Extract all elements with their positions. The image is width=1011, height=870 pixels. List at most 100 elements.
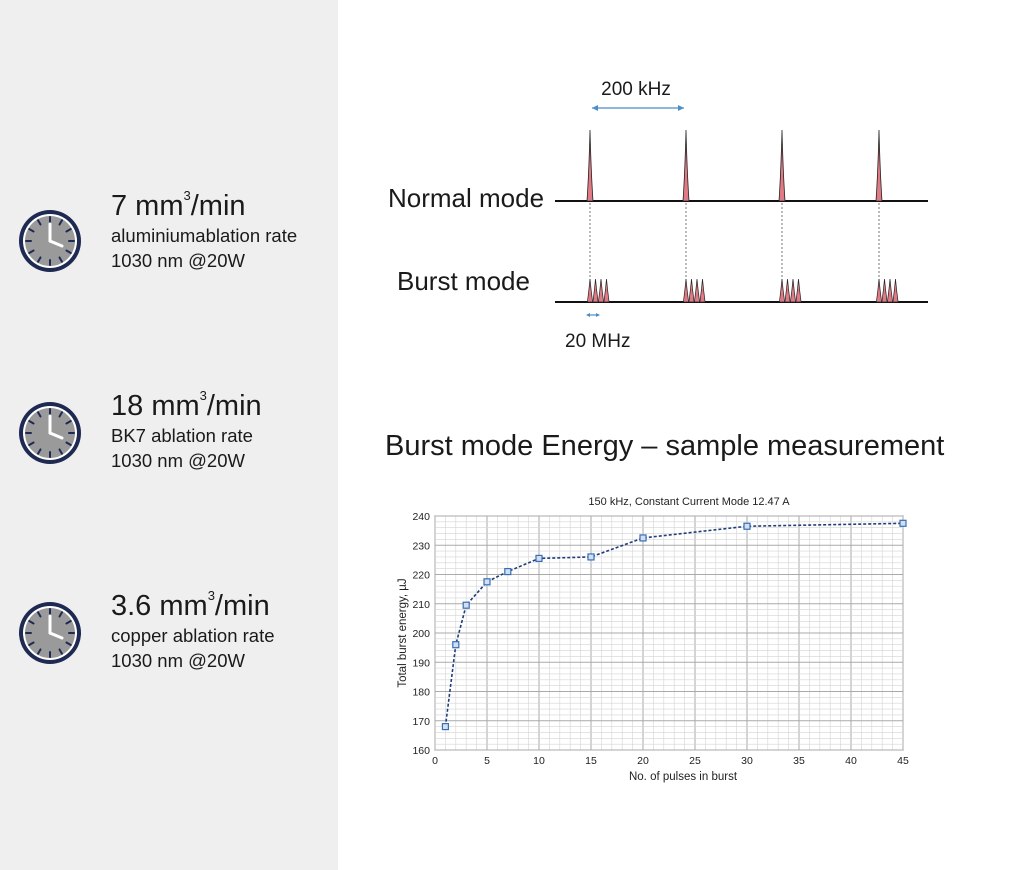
burst-pulse xyxy=(592,278,599,303)
arrow-head-right xyxy=(596,313,600,317)
burst-pulse xyxy=(598,278,604,303)
data-point xyxy=(587,553,595,561)
freq-label-top: 200 kHz xyxy=(601,79,671,100)
data-point xyxy=(504,567,512,576)
burst-pulse xyxy=(779,278,785,303)
y-tick-label: 200 xyxy=(412,628,430,640)
data-point xyxy=(743,522,751,530)
stat-copper: 3.6 mm3/min copper ablation rate 1030 nm… xyxy=(0,588,338,690)
x-axis-label: No. of pulses in burst xyxy=(629,771,738,783)
stat-description: aluminiumablation rate xyxy=(111,225,298,246)
burst-pulse xyxy=(688,278,695,303)
stat-aluminium: 7 mm3/min aluminiumablation rate 1030 nm… xyxy=(0,188,338,290)
y-tick-label: 160 xyxy=(412,745,430,757)
stat-value: 18 mm3/min xyxy=(111,388,262,422)
chart-svg: 150 kHz, Constant Current Mode 12.47 A 0 5… xyxy=(397,496,909,783)
left-panel: 7 mm3/min aluminiumablation rate 1030 nm… xyxy=(0,0,338,870)
x-tick-label: 35 xyxy=(793,755,805,767)
clock-tick xyxy=(65,441,72,446)
clock-tick xyxy=(58,411,63,418)
arrow-head-left xyxy=(592,105,598,111)
clock-tick xyxy=(65,641,72,646)
x-tick-label: 10 xyxy=(533,755,545,767)
pulse-diagram-svg: 200 kHz Normal mode Burst mode 20 MHz xyxy=(388,79,928,352)
stat-condition: 1030 nm @20W xyxy=(111,450,245,471)
data-point xyxy=(639,534,647,542)
clock-tick xyxy=(65,620,72,625)
burst-pulse xyxy=(795,278,802,303)
x-tick-label: 15 xyxy=(585,755,597,767)
stat-value: 7 mm3/min xyxy=(111,188,246,222)
chart-title: 150 kHz, Constant Current Mode 12.47 A xyxy=(588,496,790,508)
x-tick-label: 25 xyxy=(689,755,701,767)
clock-tick xyxy=(28,420,35,425)
y-tick-label: 180 xyxy=(412,687,430,699)
stat-description: BK7 ablation rate xyxy=(111,425,253,446)
data-point xyxy=(535,554,543,563)
burst-pulse xyxy=(887,278,893,303)
burst-pulse xyxy=(881,278,888,303)
y-tick-label: 240 xyxy=(412,511,430,523)
clock-icon xyxy=(17,600,83,666)
normal-mode-label: Normal mode xyxy=(388,183,544,213)
data-point xyxy=(452,641,460,649)
clock-hand-hour xyxy=(48,431,64,440)
x-tick-label: 45 xyxy=(897,755,909,767)
clock-tick xyxy=(58,448,63,455)
burst-pulse xyxy=(790,278,796,303)
clock-tick xyxy=(28,249,35,254)
clock-tick xyxy=(58,256,63,263)
burst-pulse xyxy=(587,278,593,303)
data-point xyxy=(441,723,450,731)
arrow-head-left xyxy=(586,313,590,317)
arrow-head-right xyxy=(678,105,684,111)
clock-tick xyxy=(37,219,42,226)
clock-tick xyxy=(37,256,42,263)
y-tick-label: 170 xyxy=(412,716,430,728)
clock-tick xyxy=(28,441,35,446)
stat-description: copper ablation rate xyxy=(111,625,275,646)
normal-pulse xyxy=(586,129,594,202)
clock-face-svg xyxy=(19,602,81,664)
burst-pulse xyxy=(603,278,610,303)
stat-condition: 1030 nm @20W xyxy=(111,250,245,271)
pulse-diagram: 200 kHz Normal mode Burst mode 20 MHz xyxy=(380,70,980,360)
x-tick-label: 30 xyxy=(741,755,753,767)
y-tick-label: 230 xyxy=(412,540,430,552)
clock-icon xyxy=(17,208,83,274)
x-tick-label: 20 xyxy=(637,755,649,767)
data-point xyxy=(462,601,470,609)
clock-tick xyxy=(65,228,72,233)
data-point xyxy=(899,519,907,527)
burst-energy-chart: 150 kHz, Constant Current Mode 12.47 A 0 5… xyxy=(380,488,920,788)
x-tick-label: 5 xyxy=(484,755,490,767)
clock-tick xyxy=(65,249,72,254)
clock-tick xyxy=(58,219,63,226)
clock-tick xyxy=(58,611,63,618)
clock-face-svg xyxy=(19,402,81,464)
y-tick-label: 190 xyxy=(412,657,430,669)
y-tick-label: 210 xyxy=(412,599,430,611)
clock-tick xyxy=(37,411,42,418)
clock-tick xyxy=(28,620,35,625)
clock-tick xyxy=(37,648,42,655)
burst-pulse xyxy=(784,278,791,303)
clock-tick xyxy=(28,641,35,646)
stat-value: 3.6 mm3/min xyxy=(111,588,270,622)
chart-heading: Burst mode Energy – sample measurement xyxy=(385,430,945,462)
clock-hand-hour xyxy=(48,239,64,248)
y-axis-label: Total burst energy, µJ xyxy=(397,578,409,687)
data-line xyxy=(444,522,904,727)
clock-face-svg xyxy=(19,210,81,272)
data-point xyxy=(483,578,491,586)
clock-tick xyxy=(28,228,35,233)
burst-pulse xyxy=(892,278,899,303)
clock-tick xyxy=(37,611,42,618)
freq-label-bottom: 20 MHz xyxy=(565,331,630,352)
burst-pulse xyxy=(699,278,706,303)
stat-condition: 1030 nm @20W xyxy=(111,650,245,671)
burst-pulse xyxy=(694,278,700,303)
normal-pulse xyxy=(682,129,690,202)
x-tick-label: 40 xyxy=(845,755,857,767)
normal-pulse xyxy=(875,129,883,202)
